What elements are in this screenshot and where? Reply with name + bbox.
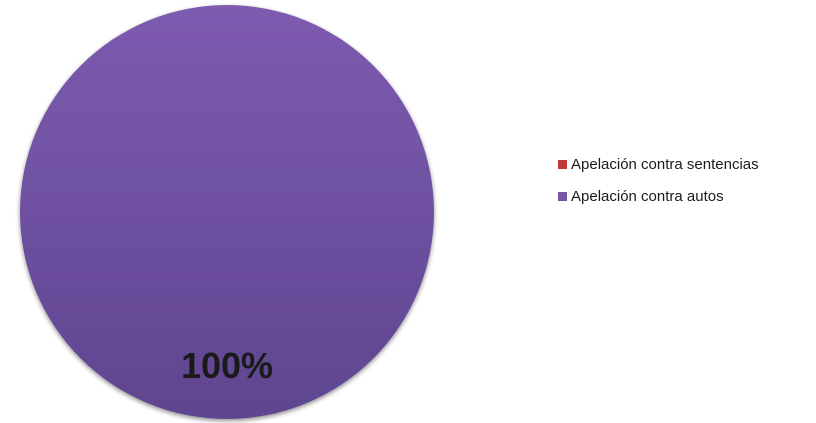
pie-data-labels: 100% (181, 345, 273, 386)
legend-label-1: Apelación contra sentencias (571, 155, 759, 173)
legend-swatch-1 (558, 159, 567, 169)
legend-item-2: Apelación contra autos (558, 186, 808, 206)
pie-slice-2 (20, 5, 434, 419)
legend-item-1: Apelación contra sentencias (558, 154, 808, 174)
pie-plot-area: 100% (20, 5, 434, 419)
legend-swatch-2 (558, 191, 567, 201)
data-label-2: 100% (181, 345, 273, 386)
legend-label-2: Apelación contra autos (571, 187, 724, 205)
pie-slices (20, 5, 434, 419)
legend: Apelación contra sentencias Apelación con… (558, 154, 808, 218)
